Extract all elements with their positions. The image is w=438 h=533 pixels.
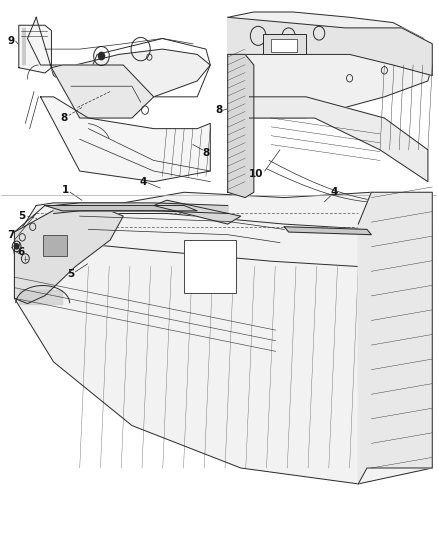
Polygon shape (41, 97, 210, 182)
Polygon shape (28, 17, 210, 97)
Text: 9: 9 (7, 36, 14, 46)
Text: 10: 10 (249, 169, 263, 179)
Polygon shape (358, 192, 432, 484)
Circle shape (99, 52, 105, 60)
Text: 7: 7 (7, 230, 14, 240)
Bar (184, 240, 237, 293)
Polygon shape (19, 25, 51, 73)
Polygon shape (284, 227, 371, 235)
Polygon shape (228, 54, 254, 198)
Text: 1: 1 (62, 184, 70, 195)
Polygon shape (228, 17, 432, 76)
Text: 5: 5 (19, 211, 26, 221)
Text: 4: 4 (139, 176, 147, 187)
Text: 4: 4 (331, 187, 338, 197)
Text: 8: 8 (202, 148, 209, 158)
Polygon shape (154, 200, 241, 224)
Polygon shape (45, 206, 197, 211)
Bar (271, 39, 297, 52)
Text: 5: 5 (67, 270, 74, 279)
Text: 8: 8 (61, 113, 68, 123)
Circle shape (14, 244, 19, 249)
Polygon shape (14, 192, 432, 484)
Polygon shape (51, 65, 154, 118)
Polygon shape (228, 12, 432, 192)
Polygon shape (14, 206, 123, 304)
Bar (262, 34, 306, 54)
Bar (43, 235, 67, 256)
Polygon shape (250, 97, 428, 182)
Text: 8: 8 (215, 105, 223, 115)
Text: 6: 6 (18, 247, 25, 257)
